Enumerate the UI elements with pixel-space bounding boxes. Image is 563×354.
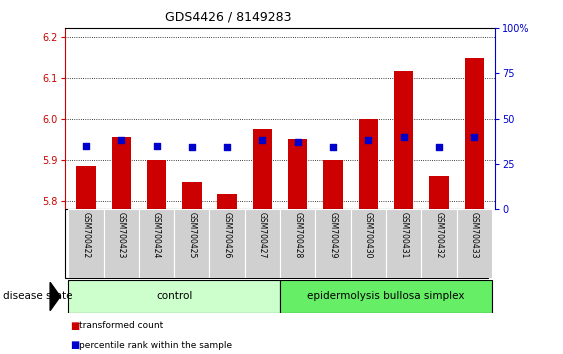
Bar [182, 182, 202, 209]
Bar [68, 209, 104, 278]
Text: GDS4426 / 8149283: GDS4426 / 8149283 [165, 11, 292, 24]
Bar [76, 166, 96, 209]
Text: GSM700423: GSM700423 [117, 212, 126, 259]
Bar [394, 72, 413, 209]
Bar [253, 129, 272, 209]
Bar [315, 209, 351, 278]
Bar [421, 209, 457, 278]
Text: GSM700430: GSM700430 [364, 212, 373, 259]
Point [117, 137, 126, 143]
Point [364, 137, 373, 143]
Text: GSM700432: GSM700432 [435, 212, 444, 259]
Bar [245, 209, 280, 278]
Point [329, 145, 338, 150]
Point [152, 143, 161, 149]
Bar [323, 160, 343, 209]
Bar [209, 209, 245, 278]
Text: GSM700427: GSM700427 [258, 212, 267, 259]
Bar [464, 58, 484, 209]
Bar [104, 209, 139, 278]
Bar [68, 280, 280, 313]
Text: GSM700429: GSM700429 [329, 212, 338, 259]
Point [293, 139, 302, 145]
Bar [429, 176, 449, 209]
Bar [174, 209, 209, 278]
Bar [280, 280, 492, 313]
Text: GSM700433: GSM700433 [470, 212, 479, 259]
Bar [386, 209, 421, 278]
Text: GSM700424: GSM700424 [152, 212, 161, 259]
Text: disease state: disease state [3, 291, 72, 302]
Text: transformed count: transformed count [79, 321, 163, 330]
Text: epidermolysis bullosa simplex: epidermolysis bullosa simplex [307, 291, 464, 302]
Bar [147, 160, 166, 209]
Text: ■: ■ [70, 340, 79, 350]
Text: ■: ■ [70, 321, 79, 331]
Point [258, 137, 267, 143]
Polygon shape [50, 282, 60, 311]
Text: percentile rank within the sample: percentile rank within the sample [79, 341, 232, 350]
Point [222, 145, 231, 150]
Text: GSM700431: GSM700431 [399, 212, 408, 259]
Text: control: control [156, 291, 193, 302]
Point [435, 145, 444, 150]
Bar [457, 209, 492, 278]
Bar [217, 194, 237, 209]
Bar [111, 137, 131, 209]
Bar [359, 119, 378, 209]
Bar [288, 139, 307, 209]
Text: GSM700425: GSM700425 [187, 212, 196, 259]
Text: GSM700428: GSM700428 [293, 212, 302, 258]
Point [82, 143, 91, 149]
Point [470, 134, 479, 139]
Bar [351, 209, 386, 278]
Bar [280, 209, 315, 278]
Bar [139, 209, 174, 278]
Text: GSM700426: GSM700426 [222, 212, 231, 259]
Point [187, 145, 196, 150]
Text: GSM700422: GSM700422 [82, 212, 91, 258]
Point [399, 134, 408, 139]
